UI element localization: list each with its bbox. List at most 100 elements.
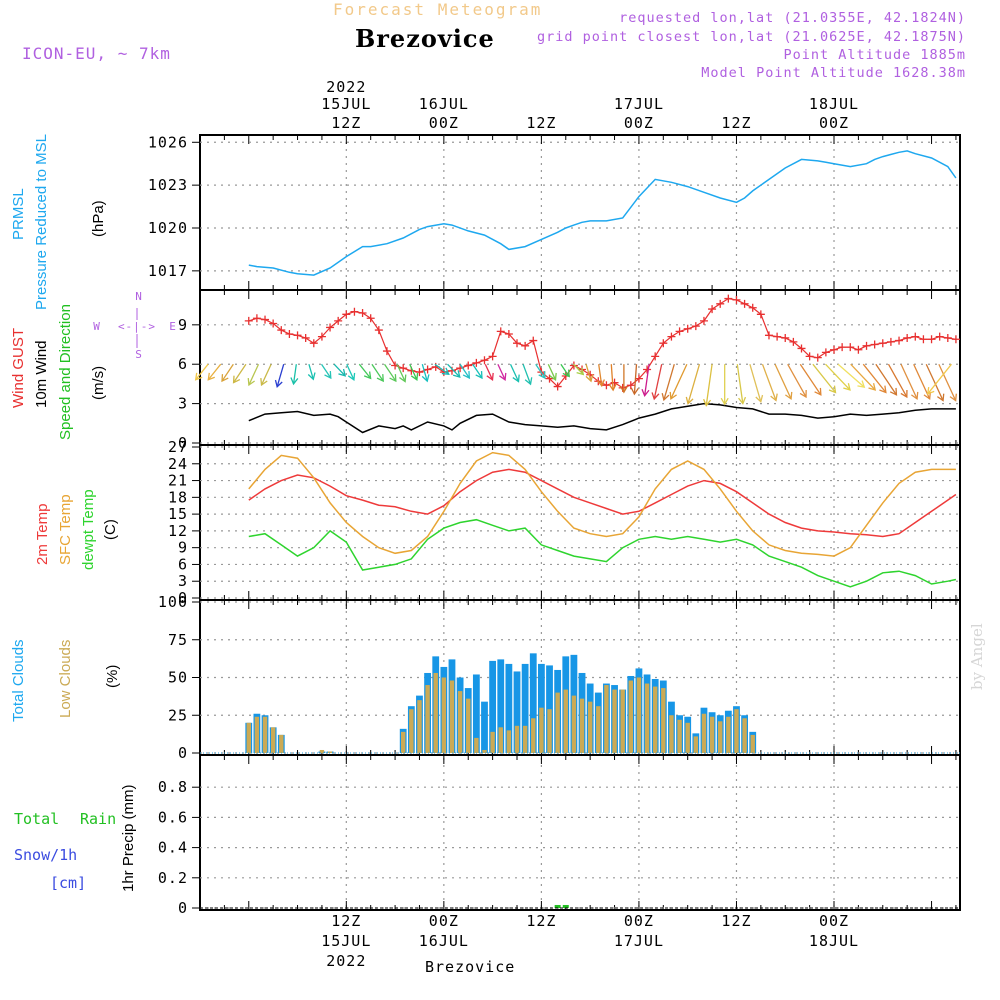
wind-direction-arrow bbox=[434, 363, 450, 375]
gust-marker bbox=[447, 366, 456, 375]
y-tick-label: 18 bbox=[168, 488, 188, 506]
bottom-date-label: 18JUL bbox=[809, 932, 859, 950]
low-cloud-bar bbox=[709, 716, 715, 753]
y-tick-label: 0.4 bbox=[158, 839, 188, 857]
total-cloud-bar bbox=[708, 712, 716, 753]
low-cloud-bar bbox=[401, 731, 406, 753]
t2m-line bbox=[248, 468, 957, 538]
low-cloud-bar bbox=[425, 685, 430, 753]
gust-marker bbox=[691, 322, 700, 331]
wind-direction-arrow bbox=[247, 363, 260, 387]
gust-marker bbox=[317, 332, 326, 341]
gust-marker bbox=[350, 307, 359, 316]
low-cloud-bar bbox=[612, 689, 617, 753]
wind-direction-arrow bbox=[371, 363, 384, 383]
gust-marker bbox=[293, 331, 302, 340]
gust-marker bbox=[683, 324, 692, 333]
gust-marker bbox=[586, 370, 595, 379]
total-cloud-bar bbox=[537, 663, 545, 753]
gust-marker bbox=[391, 361, 400, 370]
total-cloud-bar bbox=[513, 671, 521, 753]
wind-direction-arrow bbox=[736, 364, 747, 405]
gust-line bbox=[248, 297, 956, 389]
total-cloud-bar bbox=[456, 677, 464, 753]
bottom-date-label: 17JUL bbox=[614, 932, 664, 950]
gust-marker bbox=[886, 337, 895, 346]
total-cloud-bar bbox=[749, 731, 757, 753]
low-cloud-bar bbox=[555, 692, 560, 753]
wind-direction-arrow bbox=[232, 363, 247, 384]
low-cloud-bar bbox=[620, 689, 625, 753]
requested-coords: requested lon,lat (21.0355E, 42.1824N) bbox=[619, 10, 966, 26]
dewpt-label: dewpt Temp bbox=[80, 489, 97, 570]
rain-bar bbox=[562, 904, 569, 908]
gust-marker bbox=[699, 316, 708, 325]
low-cloud-bar bbox=[327, 751, 333, 753]
y-tick-label: 1026 bbox=[148, 133, 188, 151]
wind-direction-arrow bbox=[547, 363, 557, 381]
bottom-date-label: 16JUL bbox=[419, 932, 469, 950]
compass-w: W bbox=[93, 320, 101, 333]
low-cloud-bar bbox=[449, 680, 455, 753]
gust-marker bbox=[439, 368, 448, 377]
gust-marker bbox=[764, 331, 773, 340]
total-clouds-label: Total Clouds bbox=[10, 639, 27, 722]
panel-frame-temperature bbox=[199, 444, 961, 601]
wind-direction-arrow bbox=[787, 363, 807, 399]
snow-label: Snow/1h bbox=[14, 846, 78, 864]
low-cloud-bar bbox=[652, 686, 658, 753]
wind-direction-arrow bbox=[333, 363, 347, 377]
low-cloud-bar bbox=[417, 700, 422, 753]
y-tick-label: 3 bbox=[178, 395, 188, 413]
wind-direction-arrow bbox=[459, 363, 471, 380]
total-cloud-bar bbox=[497, 659, 505, 753]
gust-marker bbox=[594, 377, 603, 386]
total-cloud-bar bbox=[440, 666, 448, 753]
wind-direction-arrow bbox=[887, 363, 908, 399]
total-cloud-bar bbox=[733, 706, 740, 753]
total-cloud-bar bbox=[676, 715, 683, 753]
total-cloud-bar bbox=[546, 665, 553, 753]
wind-direction-arrow bbox=[669, 363, 688, 401]
wind-direction-arrow bbox=[409, 363, 419, 381]
gust-marker bbox=[838, 343, 847, 352]
total-cloud-bar bbox=[424, 672, 431, 753]
low-cloud-bar bbox=[490, 731, 495, 753]
gust-marker bbox=[708, 305, 717, 314]
gust-marker bbox=[756, 310, 765, 319]
wind-direction-arrow bbox=[925, 363, 945, 402]
gust-marker bbox=[951, 335, 960, 344]
low-cloud-bar bbox=[482, 749, 487, 753]
y-tick-label: 0 bbox=[178, 744, 188, 762]
top-hour-label: 00Z bbox=[624, 114, 654, 132]
y-tick-label: 0.6 bbox=[158, 808, 188, 826]
wind-direction-arrow bbox=[641, 364, 650, 398]
gust-marker bbox=[513, 339, 522, 348]
wind-unit: (m/s) bbox=[90, 365, 107, 400]
gust-marker bbox=[634, 374, 643, 383]
low-cloud-bar bbox=[596, 706, 601, 753]
gust-marker bbox=[252, 314, 261, 323]
wind-direction-arrow bbox=[596, 364, 605, 388]
low-cloud-bar bbox=[319, 749, 325, 753]
wind-direction-arrow bbox=[320, 363, 332, 380]
y-tick-label: 0 bbox=[178, 589, 188, 607]
wind-direction-arrow bbox=[799, 363, 822, 396]
gust-marker bbox=[797, 344, 806, 353]
wind-direction-arrow bbox=[837, 363, 866, 389]
precip-axis-label: 1hr Precip (mm) bbox=[120, 784, 137, 892]
gust-marker bbox=[521, 341, 530, 350]
total-cloud-bar bbox=[261, 715, 269, 753]
low-cloud-bar bbox=[644, 683, 650, 753]
model-label: ICON-EU, ~ 7km bbox=[22, 44, 171, 63]
rain-label: Rain bbox=[80, 810, 117, 828]
gust-marker bbox=[244, 316, 253, 325]
low-cloud-bar bbox=[457, 691, 463, 753]
gust-marker bbox=[854, 345, 863, 354]
point-altitude: Point Altitude 1885m bbox=[783, 47, 966, 63]
wind-direction-arrow bbox=[274, 364, 285, 389]
gust-marker bbox=[740, 299, 749, 308]
wind-direction-arrow bbox=[875, 363, 898, 396]
y-tick-label: 100 bbox=[158, 593, 188, 611]
gust-marker bbox=[667, 332, 676, 341]
